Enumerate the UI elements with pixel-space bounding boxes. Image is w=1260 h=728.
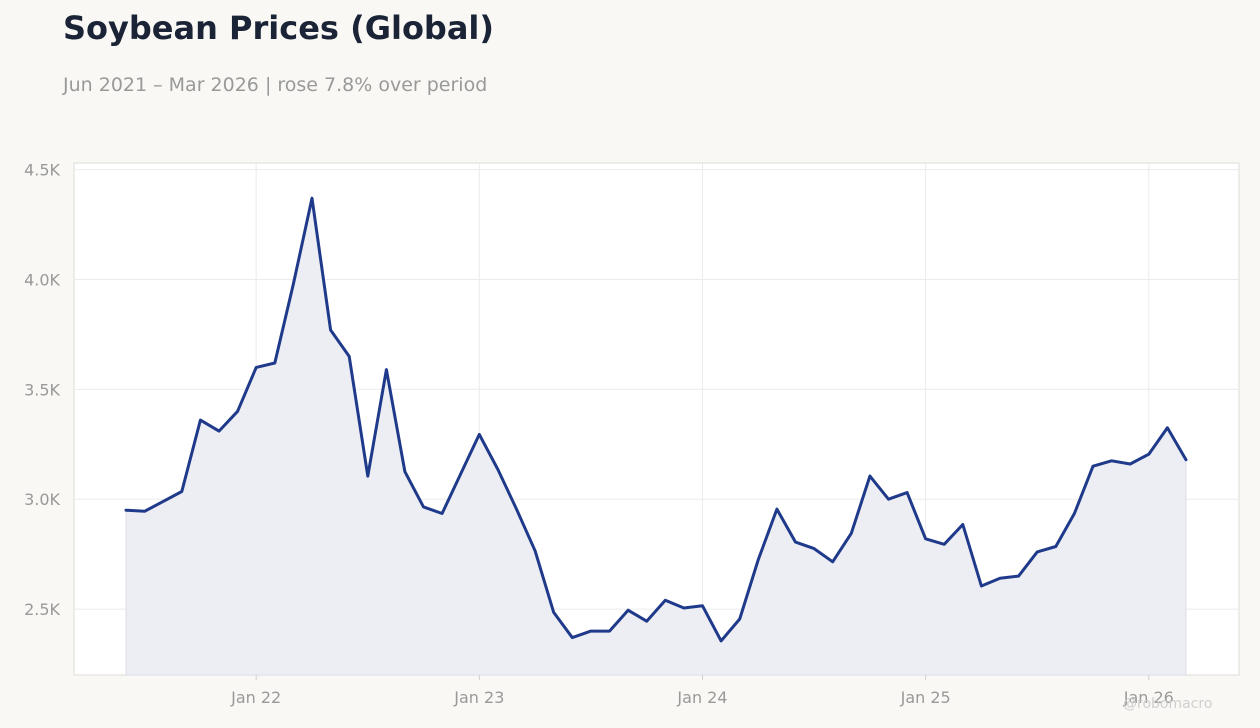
data-point: [1054, 545, 1057, 548]
data-point: [1036, 550, 1039, 553]
data-point: [459, 472, 462, 475]
data-point: [831, 560, 834, 563]
data-point: [720, 639, 723, 642]
data-point: [887, 498, 890, 501]
data-point: [348, 355, 351, 358]
data-point: [478, 433, 481, 436]
data-point: [1185, 458, 1188, 461]
data-point: [236, 410, 239, 413]
y-tick-label: 3.5K: [24, 380, 60, 399]
data-point: [422, 505, 425, 508]
data-point: [1110, 459, 1113, 462]
data-point: [441, 512, 444, 515]
data-point: [627, 609, 630, 612]
data-point: [645, 620, 648, 623]
x-tick-label: Jan 23: [453, 688, 504, 707]
x-tick-label: Jan 24: [676, 688, 727, 707]
data-point: [794, 541, 797, 544]
data-point: [924, 537, 927, 540]
data-point: [738, 618, 741, 621]
data-point: [757, 558, 760, 561]
data-point: [943, 543, 946, 546]
data-point: [292, 282, 295, 285]
data-point: [1129, 463, 1132, 466]
data-point: [664, 599, 667, 602]
data-point: [218, 430, 221, 433]
y-axis: 2.5K 3.0K 3.5K 4.0K 4.5K: [24, 161, 60, 619]
data-point: [534, 549, 537, 552]
x-tick-label: Jan 22: [230, 688, 281, 707]
data-point: [366, 475, 369, 478]
data-point: [1166, 426, 1169, 429]
data-point: [125, 509, 128, 512]
data-point: [571, 636, 574, 639]
data-point: [1073, 512, 1076, 515]
data-point: [199, 419, 202, 422]
data-point: [552, 611, 555, 614]
data-point: [906, 491, 909, 494]
y-tick-label: 3.0K: [24, 490, 60, 509]
chart-title: Soybean Prices (Global): [63, 9, 495, 47]
data-point: [273, 362, 276, 365]
data-point: [329, 329, 332, 332]
data-point: [311, 197, 314, 200]
chart-subtitle: Jun 2021 – Mar 2026 | rose 7.8% over per…: [63, 74, 488, 96]
data-point: [385, 368, 388, 371]
y-tick-label: 4.5K: [24, 161, 60, 180]
y-tick-label: 4.0K: [24, 270, 60, 289]
x-tick-label: Jan 26: [1123, 688, 1174, 707]
data-point: [608, 630, 611, 633]
series-line: [124, 196, 1188, 643]
data-point: [180, 490, 183, 493]
data-point: [999, 577, 1002, 580]
data-point: [1092, 465, 1095, 468]
data-point: [255, 366, 258, 369]
data-point: [162, 500, 165, 503]
data-point: [775, 508, 778, 511]
data-point: [1017, 575, 1020, 578]
data-point: [496, 468, 499, 471]
data-point: [143, 510, 146, 513]
y-tick-label: 2.5K: [24, 600, 60, 619]
data-point: [403, 470, 406, 473]
data-point: [813, 547, 816, 550]
data-point: [868, 475, 871, 478]
data-point: [961, 523, 964, 526]
data-point: [1147, 453, 1150, 456]
data-point: [682, 607, 685, 610]
data-point: [980, 585, 983, 588]
watermark: @robomacro: [1123, 696, 1213, 712]
x-axis: Jan 22 Jan 23 Jan 24 Jan 25 Jan 26: [230, 675, 1174, 707]
data-point: [515, 508, 518, 511]
data-point: [701, 604, 704, 607]
data-point: [589, 630, 592, 633]
x-tick-label: Jan 25: [900, 688, 951, 707]
data-point: [850, 532, 853, 535]
series-line-group: [124, 196, 1188, 643]
